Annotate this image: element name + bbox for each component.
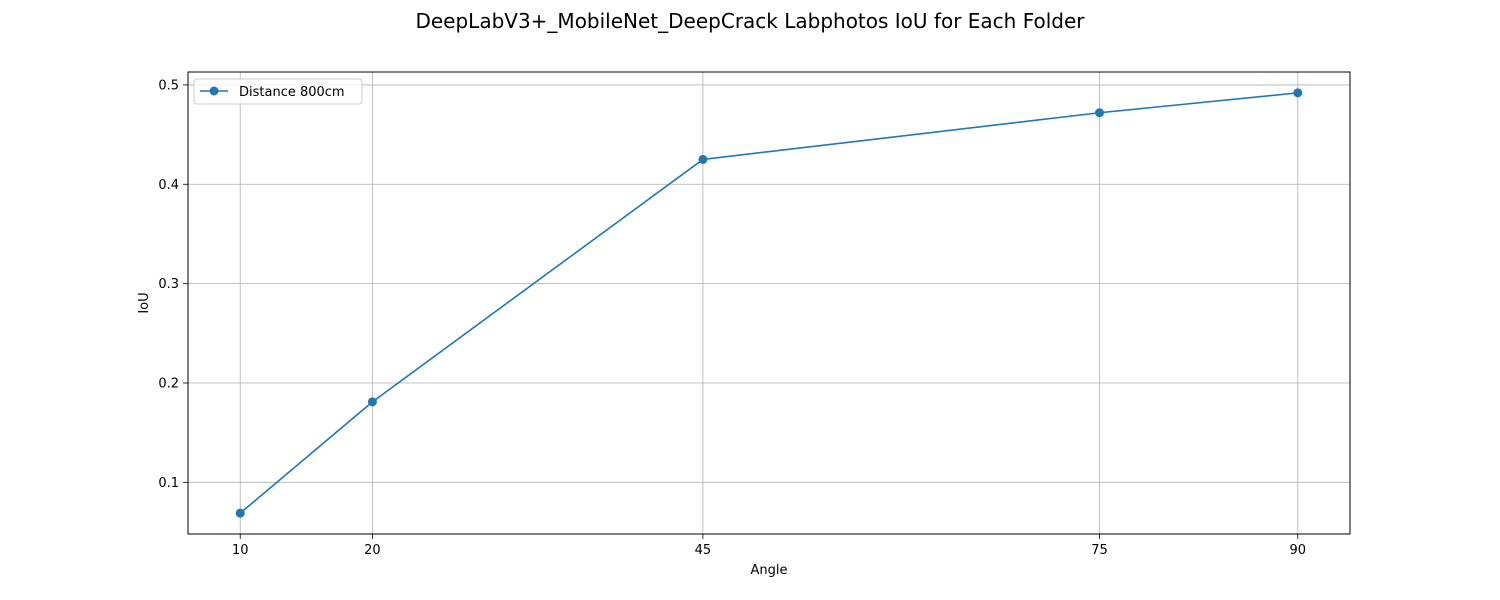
legend-box <box>193 78 363 105</box>
data-point <box>235 508 245 518</box>
series-layer <box>235 88 1303 518</box>
data-point <box>698 154 708 164</box>
data-point <box>1293 88 1303 98</box>
x-tick-label: 10 <box>232 543 249 558</box>
data-point <box>367 397 377 407</box>
y-tick-label: 0.1 <box>158 476 179 491</box>
x-tick-label: 90 <box>1290 543 1307 558</box>
chart-title: DeepLabV3+_MobileNet_DeepCrack Labphotos… <box>415 9 1085 33</box>
axis-ticks: 10 20 45 75 90 0.1 0.2 0.3 0.4 0.5 <box>158 78 1306 558</box>
plot-frame <box>187 71 1351 535</box>
legend: Distance 800cm <box>193 78 363 105</box>
y-tick-label: 0.4 <box>158 178 179 193</box>
y-tick-label: 0.5 <box>158 78 179 93</box>
x-tick-label: 45 <box>695 543 712 558</box>
legend-label: Distance 800cm <box>239 85 345 100</box>
y-tick-label: 0.2 <box>158 376 179 391</box>
x-tick-label: 20 <box>364 543 381 558</box>
x-tick-label: 75 <box>1091 543 1108 558</box>
y-axis-label: IoU <box>137 292 152 313</box>
data-point <box>1094 108 1104 118</box>
grid-lines <box>188 72 1350 534</box>
x-axis-label: Angle <box>751 563 788 578</box>
y-tick-label: 0.3 <box>158 277 179 292</box>
legend-marker-swatch <box>209 86 219 96</box>
